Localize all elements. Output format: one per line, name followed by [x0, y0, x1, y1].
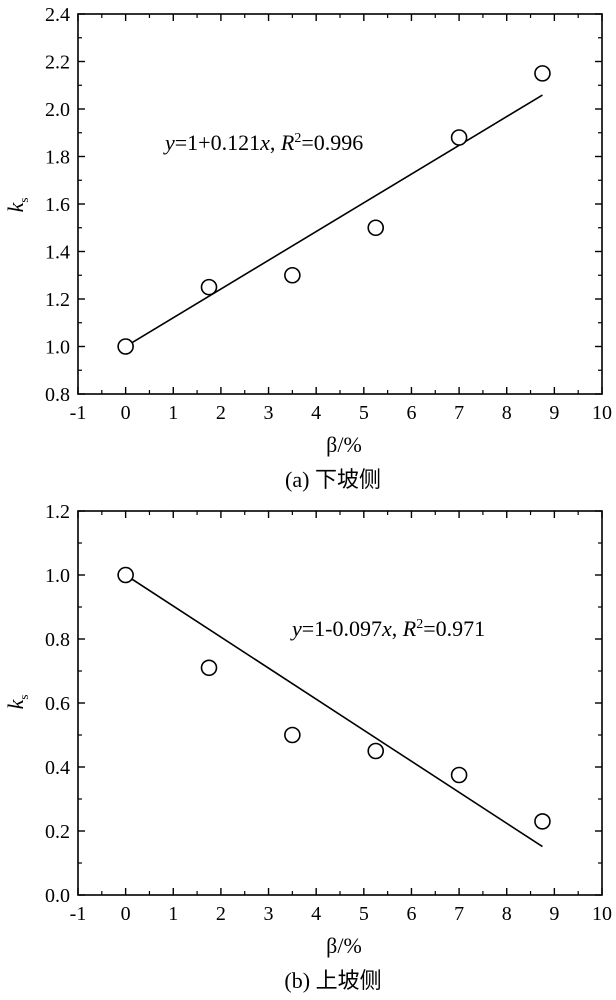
x-tick-label: 1 — [168, 402, 178, 424]
y-tick-label: 2.4 — [45, 4, 70, 26]
x-tick-label: 10 — [592, 903, 612, 925]
panel-caption: (b) 上坡侧 — [284, 968, 381, 993]
data-point — [367, 219, 385, 237]
panel-caption: (a) 下坡侧 — [285, 467, 381, 492]
y-tick-label: 0.8 — [45, 629, 70, 651]
x-axis-label: β/% — [326, 933, 362, 958]
y-tick-label: 1.2 — [45, 501, 70, 523]
x-tick-label: 5 — [359, 402, 369, 424]
y-tick-label: 1.8 — [45, 147, 70, 169]
data-point — [367, 742, 385, 760]
y-tick-label: 0.8 — [45, 384, 70, 406]
x-tick-label: 6 — [406, 903, 416, 925]
y-tick-label: 0.4 — [45, 757, 70, 779]
y-tick-label: 2.0 — [45, 99, 70, 121]
fit-equation: y=1-0.097x, R2=0.971 — [290, 616, 485, 641]
x-axis-label: β/% — [326, 432, 362, 457]
data-point — [284, 266, 301, 284]
y-tick-label: 1.4 — [45, 242, 70, 264]
y-axis-label: ks — [3, 695, 31, 710]
plot-frame — [77, 13, 603, 395]
x-tick-label: 9 — [549, 402, 559, 424]
fit-line — [125, 94, 543, 348]
y-tick-label: 1.0 — [45, 337, 70, 359]
x-tick-label: 9 — [549, 903, 559, 925]
plot-frame — [77, 510, 603, 896]
y-tick-label: 0.0 — [45, 885, 70, 907]
x-tick-label: 8 — [502, 903, 512, 925]
x-tick-label: 10 — [592, 402, 612, 424]
data-point — [200, 659, 218, 677]
x-tick-label: 4 — [311, 903, 321, 925]
x-tick-label: 6 — [406, 402, 416, 424]
fit-equation: y=1+0.121x, R2=0.996 — [163, 130, 363, 155]
data-point — [117, 566, 134, 584]
x-tick-label: 2 — [216, 903, 226, 925]
x-tick-label: 5 — [359, 903, 369, 925]
y-axis-label: ks — [3, 198, 31, 213]
x-tick-label: -1 — [70, 903, 87, 925]
data-point — [450, 766, 468, 784]
x-tick-label: 2 — [216, 402, 226, 424]
fit-line — [125, 574, 543, 848]
data-point — [534, 65, 551, 82]
y-tick-label: 2.2 — [45, 52, 70, 74]
x-tick-label: 3 — [264, 402, 274, 424]
chart-panel-a: -1 0 1 2 3 4 5 6 7 8 9 10 0.8 1.0 1.2 1.4 1.6 1.8 2.0 2.2 2.… — [3, 4, 612, 492]
data-point — [450, 129, 468, 146]
x-tick-label: 3 — [264, 903, 274, 925]
x-tick-label: 7 — [454, 903, 464, 925]
y-tick-label: 1.6 — [45, 194, 70, 216]
x-tick-label: 7 — [454, 402, 464, 424]
data-point — [117, 338, 134, 355]
y-tick-label: 0.2 — [45, 821, 70, 843]
y-tick-label: 1.0 — [45, 565, 70, 587]
data-point — [534, 813, 551, 830]
chart-panel-b: -1 0 1 2 3 4 5 6 7 8 9 10 0.0 0.2 0.4 0.6 0.8 1.0 1.2 y=1-0… — [3, 501, 612, 993]
x-tick-label: -1 — [70, 402, 87, 424]
data-point — [284, 726, 301, 744]
x-tick-label: 0 — [121, 402, 131, 424]
x-tick-label: 4 — [311, 402, 321, 424]
x-tick-label: 1 — [168, 903, 178, 925]
x-tick-label: 0 — [121, 903, 131, 925]
y-tick-label: 1.2 — [45, 289, 70, 311]
data-point — [200, 278, 218, 296]
x-tick-label: 8 — [502, 402, 512, 424]
y-tick-label: 0.6 — [45, 693, 70, 715]
